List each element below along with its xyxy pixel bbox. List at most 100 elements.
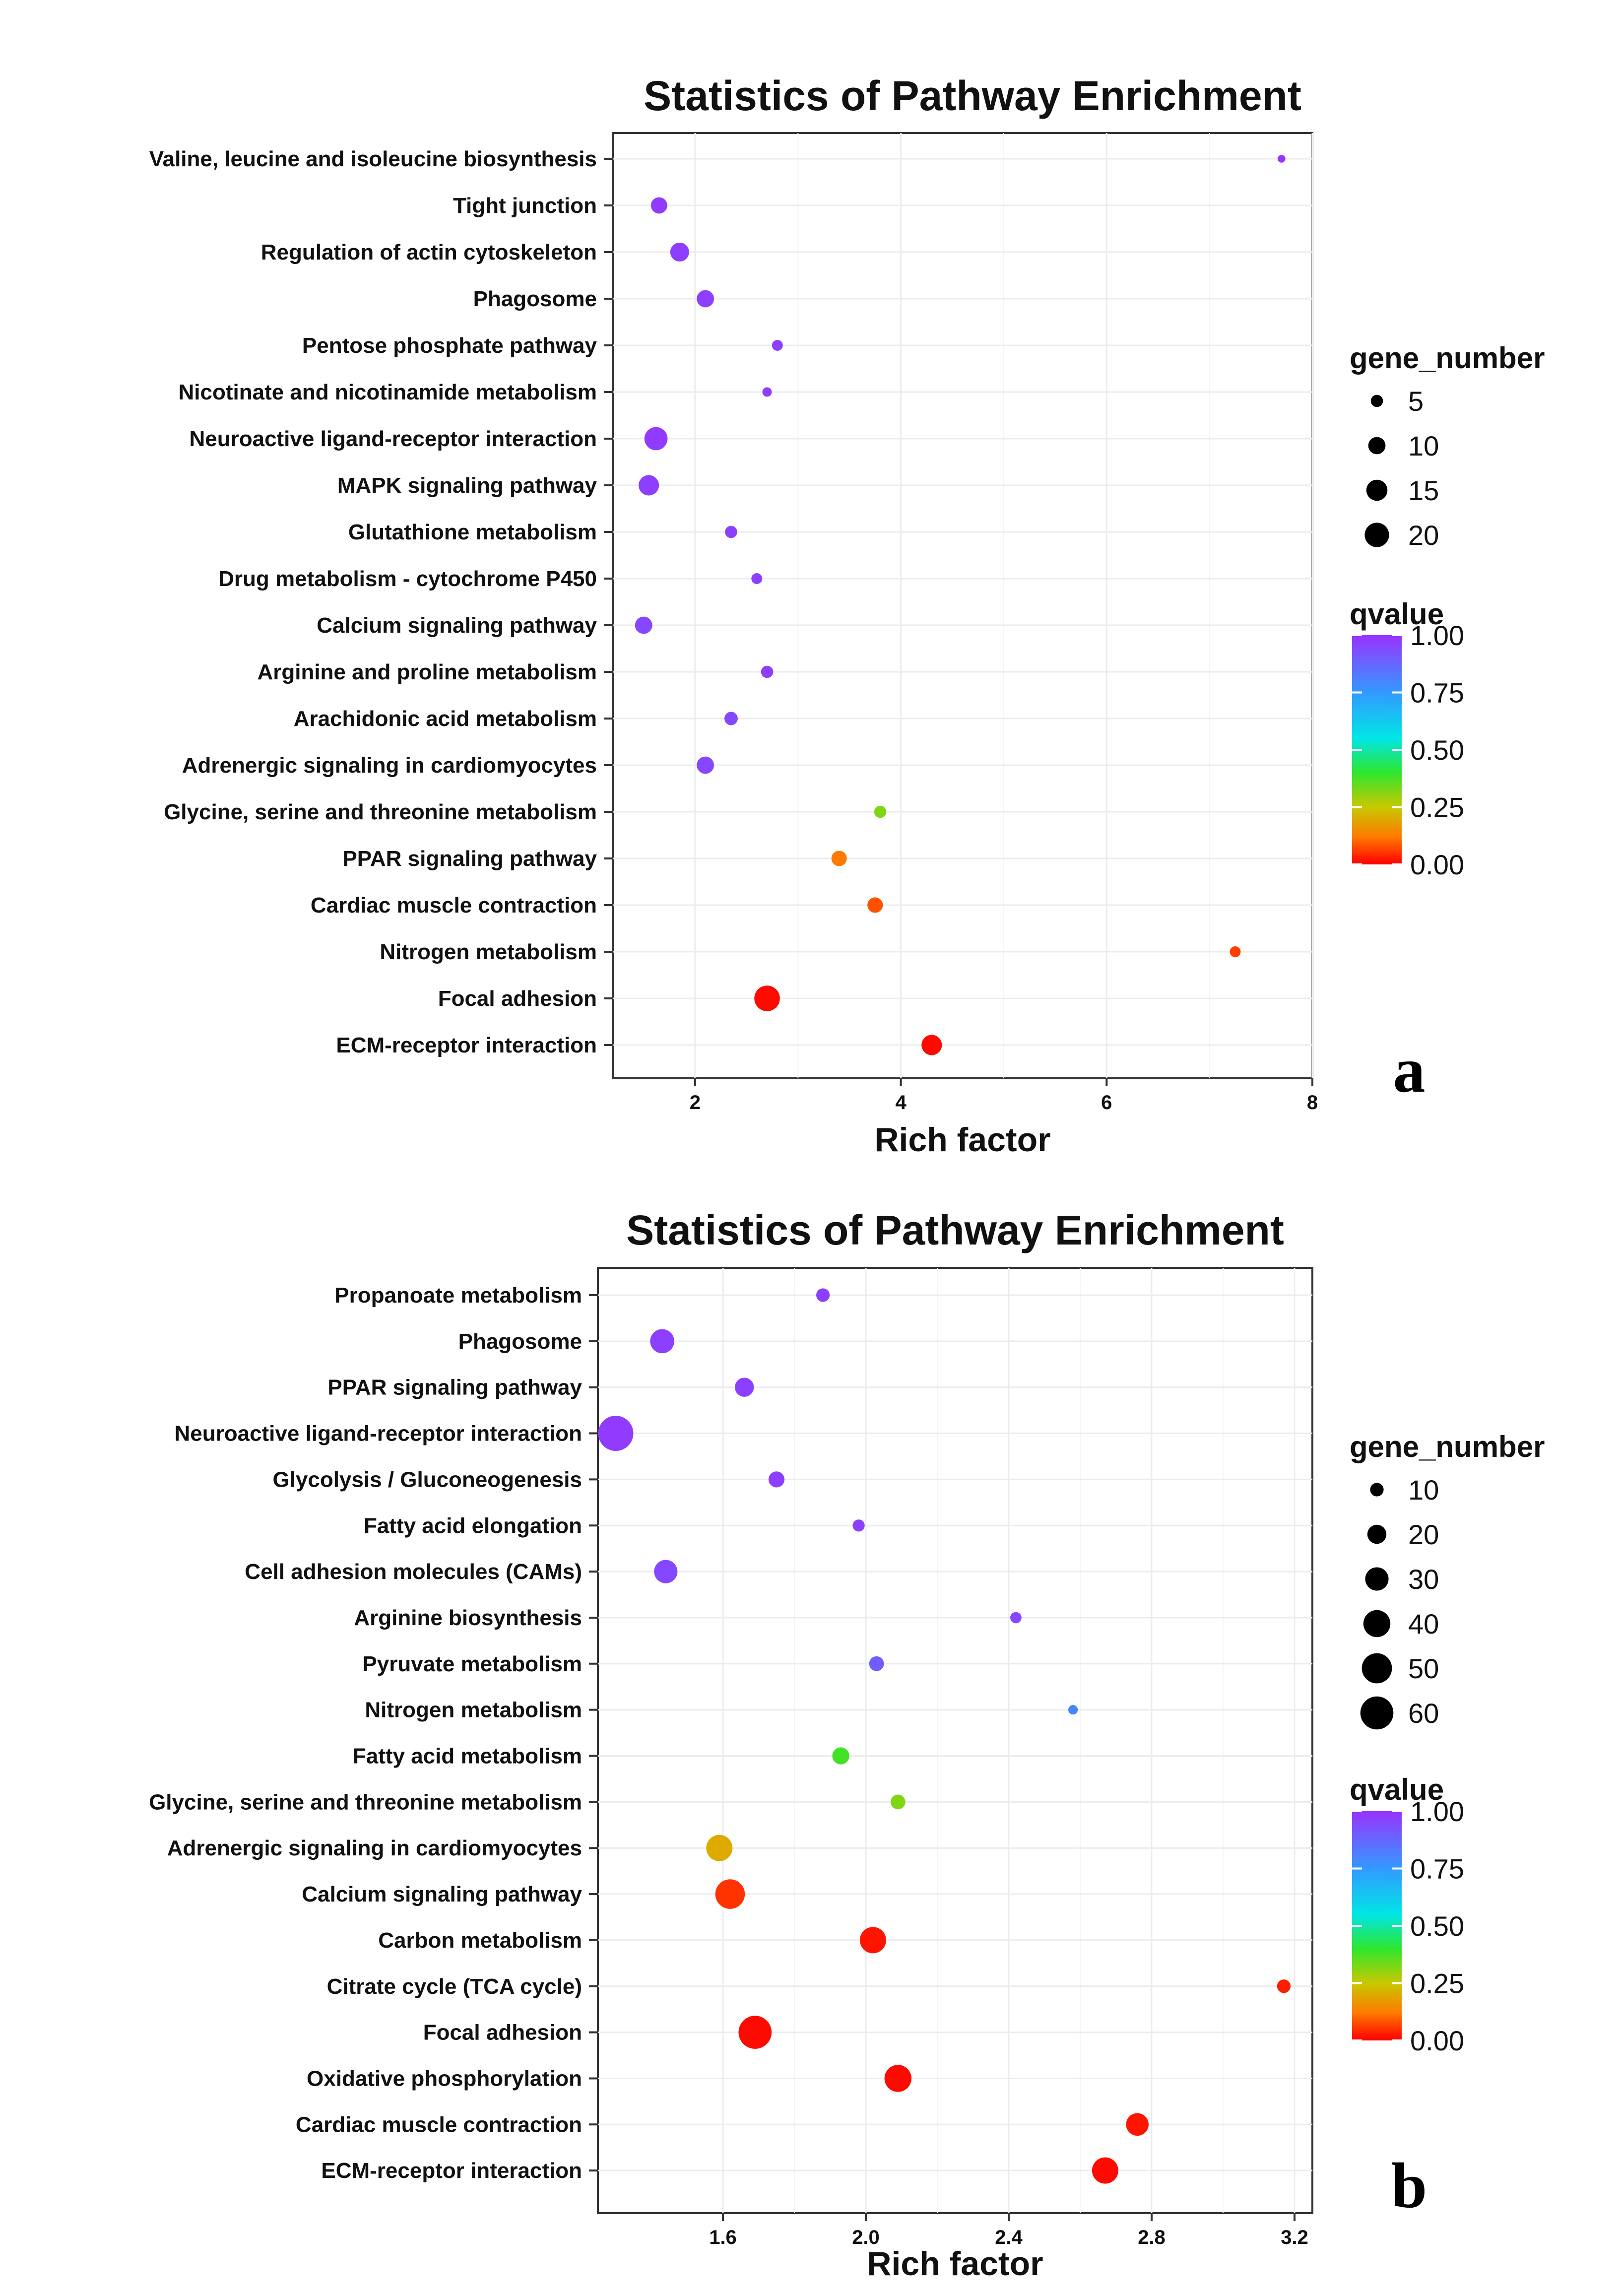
plot-area-b	[597, 1267, 1313, 2214]
data-point	[697, 290, 714, 308]
data-point	[751, 573, 763, 584]
y-axis-label: Propanoate metabolism	[334, 1283, 582, 1308]
size-legend-label: 5	[1408, 386, 1424, 417]
y-axis-label: MAPK signaling pathway	[337, 473, 597, 498]
colorbar-label: 0.75	[1410, 1853, 1464, 1885]
data-point	[884, 2065, 911, 2092]
data-point	[670, 242, 689, 262]
data-point	[869, 1656, 884, 1671]
y-axis-label: Cardiac muscle contraction	[311, 893, 597, 918]
y-axis-label: Valine, leucine and isoleucine biosynthe…	[149, 147, 597, 171]
y-axis-label: Fatty acid elongation	[364, 1513, 582, 1538]
color-legend-ticks-b: 1.00 0.75 0.50 0.25 0.00	[1352, 1796, 1464, 2056]
y-axis-label: Neuroactive ligand-receptor interaction	[174, 1422, 582, 1446]
size-legend-label: 40	[1408, 1608, 1439, 1640]
y-axis-label: Cell adhesion molecules (CAMs)	[245, 1560, 582, 1584]
size-legend-marker	[1362, 1653, 1392, 1684]
y-axis-label: Calcium signaling pathway	[317, 613, 597, 638]
y-axis-label: Glycolysis / Gluconeogenesis	[272, 1467, 582, 1492]
data-point	[598, 1416, 634, 1451]
x-tick-label: 2.4	[995, 2227, 1023, 2248]
data-point	[874, 805, 887, 818]
y-axis-label: Nicotinate and nicotinamide metabolism	[179, 380, 597, 404]
size-legend-title-a: gene_number	[1350, 341, 1545, 375]
y-axis-labels-b: Propanoate metabolism Phagosome PPAR signa…	[149, 1283, 598, 2183]
size-legend-entries-b: 10 20 30 40 50 60	[1360, 1474, 1439, 1730]
data-points-a	[635, 155, 1286, 1055]
data-point	[650, 197, 667, 214]
data-point	[867, 897, 883, 913]
data-point	[650, 1329, 674, 1354]
data-point	[832, 1747, 849, 1765]
data-point	[831, 851, 847, 866]
data-point	[697, 756, 714, 774]
size-legend-label: 60	[1408, 1698, 1439, 1729]
data-point	[715, 1879, 745, 1909]
size-legend-marker	[1370, 1483, 1384, 1497]
y-axis-label: Citrate cycle (TCA cycle)	[327, 1974, 582, 1999]
data-point	[754, 985, 780, 1011]
y-axis-label: Arginine and proline metabolism	[257, 660, 597, 684]
size-legend-label: 20	[1408, 1519, 1439, 1550]
y-axis-label: Fatty acid metabolism	[353, 1744, 582, 1769]
data-point	[724, 712, 738, 725]
colorbar-label: 0.00	[1410, 849, 1464, 880]
chart-title-a: Statistics of Pathway Enrichment	[644, 72, 1301, 119]
y-axis-label: Carbon metabolism	[378, 1928, 582, 1953]
data-point	[1092, 2157, 1118, 2184]
data-point	[921, 1035, 942, 1055]
x-tick-label: 3.2	[1281, 2227, 1308, 2248]
y-axis-label: Nitrogen metabolism	[365, 1698, 582, 1722]
size-legend-entries-a: 5 10 15 20	[1364, 386, 1439, 551]
size-legend-label: 30	[1408, 1564, 1439, 1595]
y-axis-label: Focal adhesion	[438, 986, 597, 1011]
size-legend-marker	[1370, 394, 1383, 407]
size-legend-label: 15	[1408, 475, 1439, 506]
y-axis-label: Adrenergic signaling in cardiomyocytes	[167, 1836, 582, 1860]
color-legend-title-a: qvalue	[1350, 597, 1444, 631]
y-axis-label: Nitrogen metabolism	[380, 940, 597, 964]
x-tick-label: 2.8	[1138, 2227, 1166, 2248]
x-tick-label: 6	[1101, 1092, 1112, 1114]
x-axis-title-a: Rich factor	[874, 1121, 1050, 1159]
legend-a: gene_number 5 10 15 20 qvalue 1.00 0.75 0.50 0…	[1350, 341, 1545, 880]
chart-title-b: Statistics of Pathway Enrichment	[626, 1207, 1284, 1253]
y-axis-label: Regulation of actin cytoskeleton	[261, 240, 597, 264]
x-tick-label: 2	[690, 1092, 701, 1114]
colorbar-label: 0.50	[1410, 1910, 1464, 1942]
legend-b: gene_number 10 20 30 40 50 60 qvalue 1.00 0.75…	[1350, 1430, 1545, 2056]
y-axis-label: Neuroactive ligand-receptor interaction	[189, 427, 597, 451]
chart-panel-a: Statistics of Pathway Enrichment Valine,…	[149, 72, 1545, 1159]
data-point	[1278, 155, 1286, 163]
data-point	[859, 1927, 886, 1954]
data-point	[638, 475, 659, 496]
y-axis-label: Phagosome	[473, 287, 597, 311]
data-point	[852, 1519, 865, 1532]
y-axis-label: Adrenergic signaling in cardiomyocytes	[182, 753, 597, 778]
y-axis-label: PPAR signaling pathway	[342, 847, 597, 871]
x-axis-ticks-a: 2 4 6 8	[690, 1078, 1318, 1114]
plot-area-a	[612, 132, 1313, 1079]
size-legend-marker	[1366, 479, 1388, 501]
colorbar-label: 0.00	[1410, 2025, 1464, 2056]
y-axis-label: Glycine, serine and threonine metabolism	[164, 800, 597, 824]
y-axis-label: Tight junction	[453, 194, 597, 218]
x-tick-label: 2.0	[852, 2227, 880, 2248]
colorbar-label: 1.00	[1410, 620, 1464, 651]
data-point	[768, 1471, 785, 1488]
data-point	[1068, 1705, 1078, 1715]
y-axis-label: Phagosome	[458, 1329, 582, 1354]
data-point	[890, 1794, 906, 1810]
y-axis-label: Calcium signaling pathway	[302, 1882, 582, 1906]
data-point	[1010, 1612, 1022, 1624]
chart-panel-b: Statistics of Pathway Enrichment Propano…	[149, 1207, 1545, 2283]
colorbar-label: 0.50	[1410, 734, 1464, 766]
panel-label-b: b	[1391, 2150, 1427, 2222]
data-point	[725, 525, 737, 538]
y-axis-label: Drug metabolism - cytochrome P450	[218, 567, 597, 591]
x-tick-label: 1.6	[709, 2227, 737, 2248]
data-point	[772, 340, 783, 351]
data-point	[1230, 946, 1241, 957]
panel-label-a: a	[1393, 1035, 1426, 1106]
